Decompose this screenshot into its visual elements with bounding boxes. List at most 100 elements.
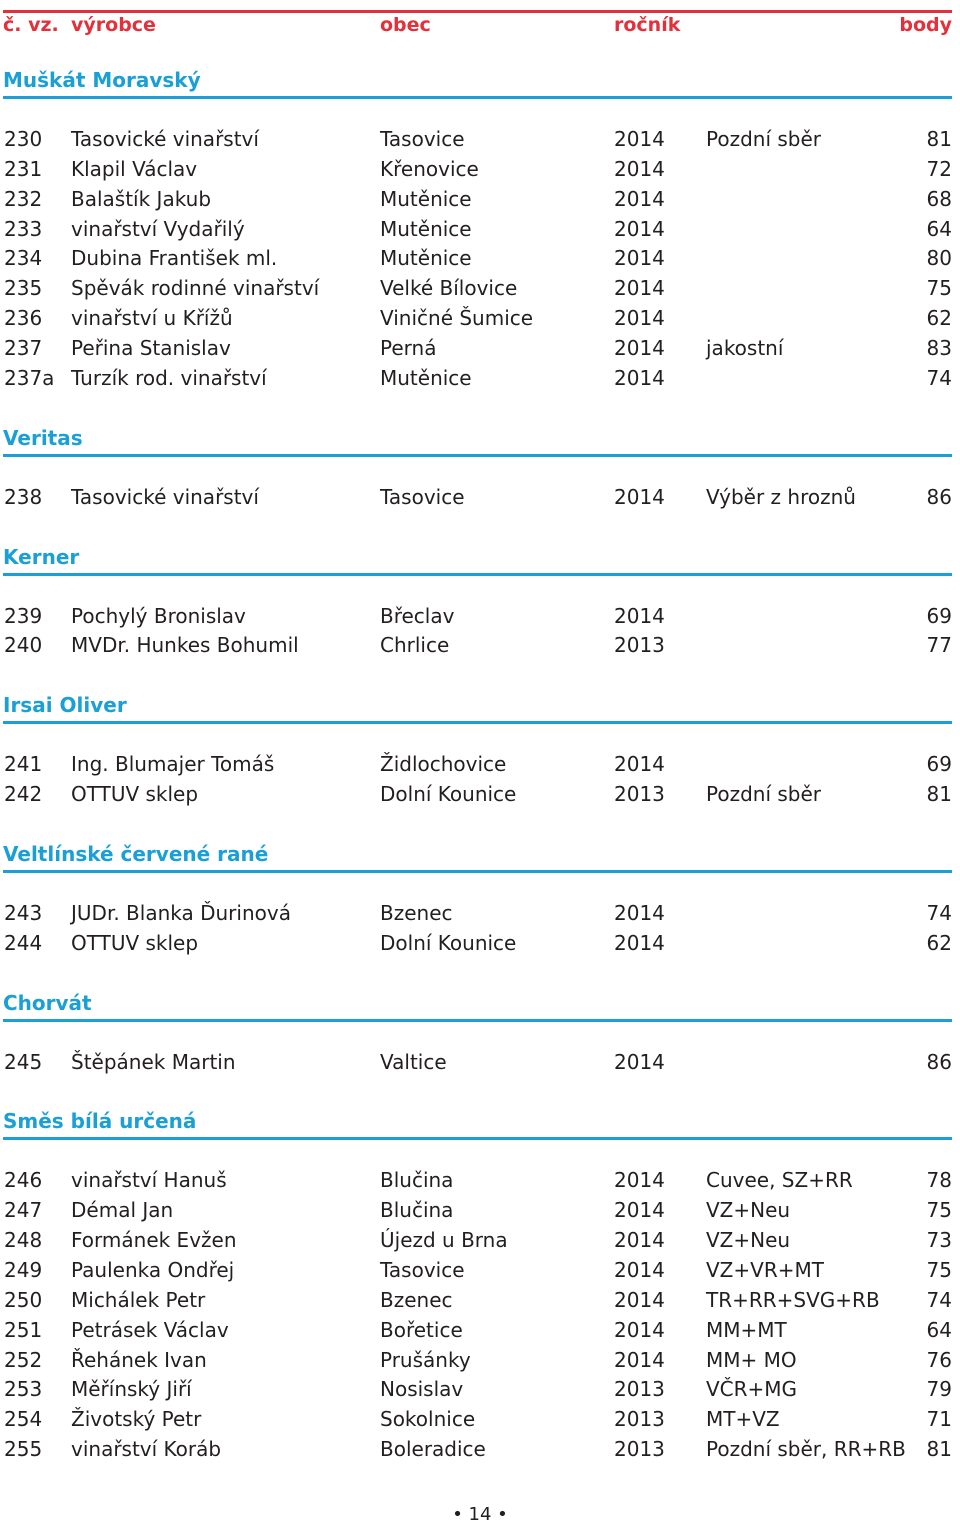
cell-producer: Řehánek Ivan [71,1347,207,1372]
section-title: Směs bílá určená [3,1109,197,1134]
cell-points: 81 [926,127,952,151]
cell-producer: vinařství Hanuš [71,1168,227,1193]
cell-producer: JUDr. Blanka Ďurinová [71,900,291,925]
cell-points: 78 [926,1168,952,1193]
table-row: 237 Peřina Stanislav Perná 2014 jakostní 83 [0,336,960,366]
cell-town: Židlochovice [380,752,507,777]
cell-producer: Pochylý Bronislav [71,603,246,628]
table-row: 242 OTTUV sklep Dolní Kounice 2013 Pozdní sb… [0,782,960,812]
cell-town: Boleradice [380,1437,486,1462]
cell-producer: Tasovické vinařství [71,127,259,151]
cell-town: Valtice [380,1049,447,1074]
cell-town: Tasovice [380,484,465,509]
cell-producer: Životský Petr [71,1407,202,1432]
cell-producer: Klapil Václav [71,156,198,181]
cell-year: 2014 [614,1347,665,1372]
cell-town: Tasovice [380,1258,465,1282]
cell-year: 2014 [614,930,665,955]
table-row: 254 Životský Petr Sokolnice 2013 MT+VZ 71 [0,1407,960,1437]
cell-producer: MVDr. Hunkes Bohumil [71,633,299,658]
cell-town: Sokolnice [380,1407,476,1432]
table-row: 235 Spěvák rodinné vinařství Velké Bílovic… [0,276,960,306]
cell-note: Cuvee, SZ+RR [706,1168,853,1193]
cell-note: Pozdní sběr [706,127,822,151]
section-rule [3,96,952,99]
cell-town: Chrlice [380,633,450,658]
cell-producer: Spěvák rodinné vinařství [71,276,320,301]
section-title: Chorvát [3,990,92,1015]
cell-note: Výběr z hroznů [706,484,856,509]
cell-year: 2014 [614,1049,665,1074]
cell-year: 2014 [614,603,665,628]
cell-town: Perná [380,335,437,360]
cell-sample-number: 233 [4,216,43,241]
cell-points: 64 [926,216,952,241]
cell-producer: Formánek Evžen [71,1228,237,1253]
table-row: 248 Formánek Evžen Újezd u Brna 2014 VZ+Neu 7… [0,1228,960,1258]
cell-year: 2014 [614,335,665,360]
table-row: 234 Dubina František ml. Mutěnice 2014 80 [0,246,960,276]
cell-year: 2013 [614,1407,665,1432]
cell-year: 2014 [614,1317,665,1342]
cell-year: 2014 [614,246,665,271]
cell-town: Mutěnice [380,365,472,390]
cell-year: 2014 [614,365,665,390]
table-row: 255 vinařství Koráb Boleradice 2013 Pozdní s… [0,1437,960,1467]
cell-town: Břeclav [380,603,455,628]
cell-year: 2014 [614,186,665,211]
table-row: 246 vinařství Hanuš Blučina 2014 Cuvee, SZ+R… [0,1168,960,1198]
table-row: 233 vinařství Vydařilý Mutěnice 2014 64 [0,217,960,247]
cell-points: 81 [926,1437,952,1462]
cell-sample-number: 240 [4,633,43,658]
cell-sample-number: 230 [4,127,43,151]
cell-points: 76 [926,1347,952,1372]
cell-year: 2014 [614,306,665,331]
cell-producer: Štěpánek Martin [71,1049,236,1074]
cell-sample-number: 247 [4,1198,43,1223]
table-row: 252 Řehánek Ivan Prušánky 2014 MM+ MO 76 [0,1348,960,1378]
cell-note: Pozdní sběr, RR+RB [706,1437,906,1462]
cell-sample-number: 248 [4,1228,43,1253]
section-title: Irsai Oliver [3,693,127,718]
cell-points: 68 [926,186,952,211]
cell-sample-number: 244 [4,930,43,955]
section-rule [3,869,952,873]
table-header: č. vz. výrobce obec ročník body [0,14,960,40]
table-row: 237a Turzík rod. vinařství Mutěnice 2014 74 [0,366,960,396]
cell-year: 2014 [614,1168,665,1193]
section-rule [3,1137,952,1141]
cell-points: 75 [926,276,952,301]
cell-producer: vinařství Koráb [71,1437,222,1462]
cell-town: Dolní Kounice [380,930,517,955]
cell-note: MT+VZ [706,1407,780,1432]
cell-year: 2014 [614,484,665,509]
section-title: Muškát Moravský [3,68,201,92]
section-title: Veritas [3,425,83,450]
cell-producer: OTTUV sklep [71,782,199,807]
cell-town: Mutěnice [380,186,472,211]
cell-points: 86 [926,484,952,509]
cell-points: 75 [926,1258,952,1282]
cell-producer: Měřínský Jiří [71,1377,192,1402]
cell-producer: vinařství Vydařilý [71,216,245,241]
cell-year: 2014 [614,216,665,241]
section-rule [3,453,952,457]
cell-note: jakostní [706,335,784,360]
cell-points: 75 [926,1198,952,1223]
table-row: 251 Petrásek Václav Bořetice 2014 MM+MT 64 [0,1318,960,1348]
header-sample-number: č. vz. [3,14,59,36]
cell-producer: Peřina Stanislav [71,335,231,360]
table-row: 250 Michálek Petr Bzenec 2014 TR+RR+SVG+RB 74 [0,1288,960,1318]
cell-sample-number: 241 [4,752,43,777]
cell-note: VZ+Neu [706,1228,791,1253]
cell-note: Pozdní sběr [706,782,822,807]
table-row: 236 vinařství u Křížů Viničné Šumice 2014 62 [0,306,960,336]
page-number: • 14 • [452,1504,508,1525]
cell-town: Křenovice [380,156,479,181]
table-row: 247 Démal Jan Blučina 2014 VZ+Neu 75 [0,1198,960,1228]
cell-year: 2014 [614,752,665,777]
cell-producer: Démal Jan [71,1198,174,1223]
cell-sample-number: 252 [4,1347,43,1372]
table-row: 243 JUDr. Blanka Ďurinová Bzenec 2014 74 [0,901,960,931]
table-row: 232 Balaštík Jakub Mutěnice 2014 68 [0,187,960,217]
